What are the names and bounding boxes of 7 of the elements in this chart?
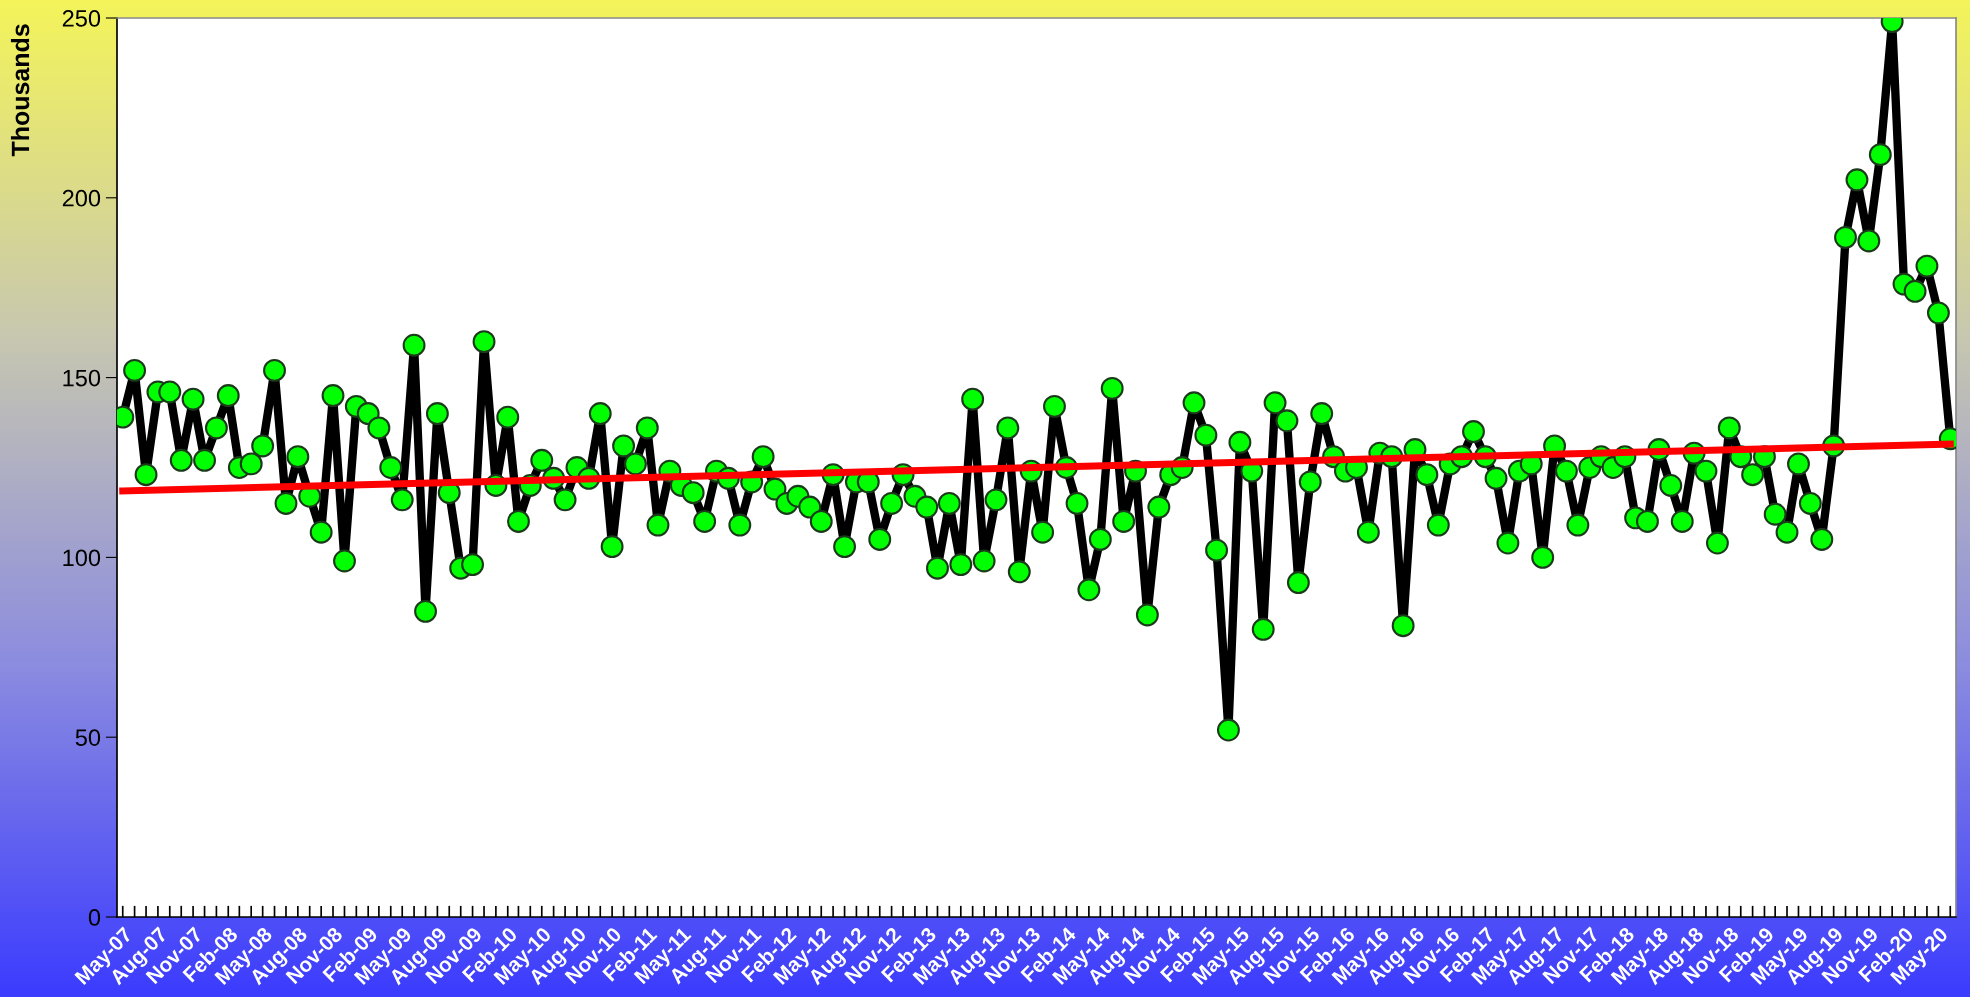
y-tick-label: 0	[88, 909, 101, 926]
y-axis-title: Thousands	[10, 24, 30, 157]
y-tick-label: 250	[62, 10, 101, 27]
y-tick-label: 100	[63, 549, 101, 567]
y-tick-label: 200	[62, 189, 101, 207]
y-tick-label: 150	[63, 369, 101, 387]
y-tick-label: 50	[75, 729, 101, 746]
